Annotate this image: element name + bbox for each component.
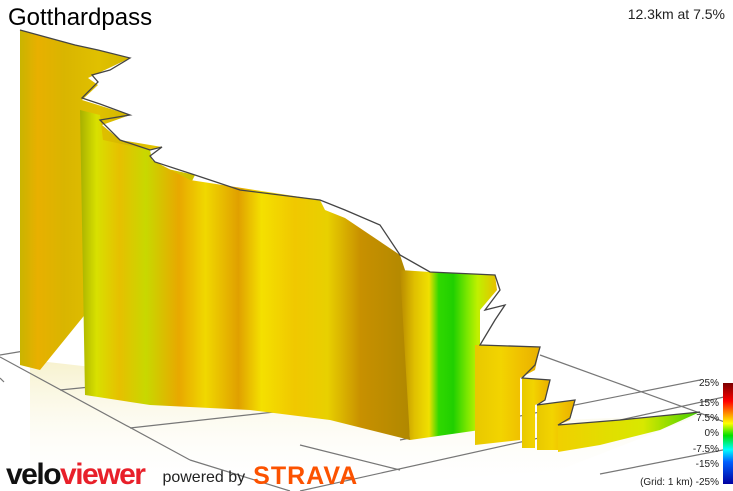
legend-tick: 25% [698,378,719,389]
profile-ribbon-segment-3 [400,270,497,440]
gradient-color-bar [723,383,733,484]
profile-ribbon-segment-tail [558,412,700,452]
branding-footer: veloviewer powered by STRAVA [6,458,359,491]
grid-note: (Grid: 1 km) [640,477,693,488]
legend-tick: -15% [695,459,719,470]
veloviewer-logo[interactable]: veloviewer [6,458,146,491]
profile-ribbon-segment-5 [522,378,550,448]
legend-tick: (Grid: 1 km) -25% [640,477,719,488]
legend-tick: 7.5% [696,413,719,424]
legend-tick-min: -25% [695,477,719,488]
legend-tick: -7.5% [692,444,719,455]
legend-tick: 15% [698,398,719,409]
route-title: Gotthardpass [8,4,153,31]
strava-logo[interactable]: STRAVA [253,462,359,490]
profile-ribbon-segment-4 [475,345,540,445]
legend-tick: 0% [704,428,719,439]
powered-by-text: powered by [162,469,246,486]
profile-ribbon-segment-2 [80,110,410,440]
route-summary: 12.3km at 7.5% [627,6,725,22]
profile-ribbon-segment-6 [537,400,575,450]
profile-top-line [19,29,701,426]
gradient-legend: 25% 15% 7.5% 0% -7.5% -15% (Grid: 1 km) … [640,378,733,491]
